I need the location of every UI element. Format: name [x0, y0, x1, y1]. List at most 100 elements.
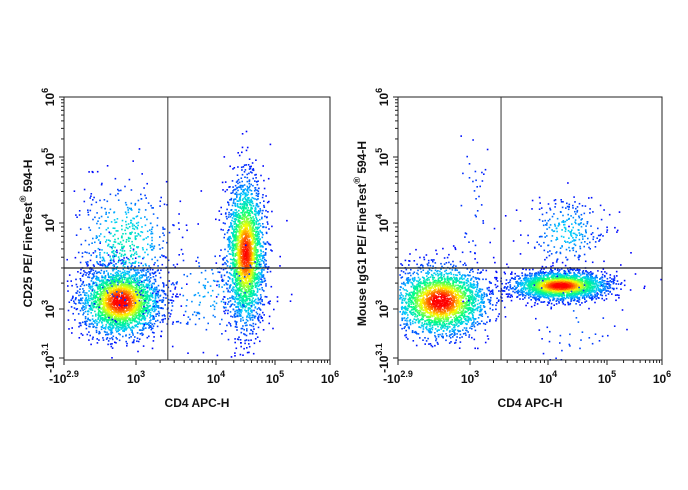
event-dot [127, 267, 130, 270]
event-dot [232, 190, 234, 192]
event-dot [114, 302, 116, 305]
event-dot [162, 240, 165, 242]
event-dot [229, 247, 231, 250]
event-dot [251, 171, 253, 174]
event-dot [91, 242, 93, 244]
event-dot [111, 347, 114, 349]
event-dot [246, 286, 248, 288]
event-dot [118, 258, 121, 260]
event-dot [261, 270, 263, 272]
event-dot [111, 279, 113, 281]
event-dot [247, 309, 250, 312]
event-dot [233, 314, 236, 316]
event-dot [138, 313, 140, 316]
event-dot [255, 159, 257, 161]
event-dot [129, 299, 131, 302]
event-dot [107, 314, 109, 317]
event-dot [248, 224, 251, 227]
event-dot [103, 293, 105, 296]
event-dot [237, 290, 240, 292]
event-dot [136, 235, 138, 237]
event-dot [147, 300, 150, 302]
event-dot [90, 302, 93, 305]
event-dot [245, 271, 247, 273]
event-dot [88, 273, 90, 276]
event-dot [141, 332, 143, 334]
event-dot [104, 318, 107, 321]
event-dot [121, 236, 123, 239]
event-dot [137, 292, 139, 294]
event-dot [116, 280, 118, 282]
event-dot [238, 257, 241, 259]
event-dot [98, 285, 100, 288]
event-dot [262, 233, 264, 236]
event-dot [109, 323, 111, 326]
event-dot [109, 286, 111, 288]
event-dot [146, 291, 148, 293]
event-dot [151, 331, 154, 334]
event-dot [126, 345, 128, 347]
event-dot [102, 292, 104, 295]
event-dot [135, 215, 138, 218]
event-dot [253, 234, 255, 236]
event-dot [126, 283, 128, 286]
event-dot [178, 213, 180, 215]
event-dot [107, 216, 109, 218]
event-dot [148, 308, 150, 311]
event-dot [256, 183, 259, 186]
event-dot [120, 255, 123, 257]
event-dot [175, 295, 177, 297]
event-dot [233, 272, 236, 275]
event-dot [240, 221, 243, 224]
event-dot [116, 266, 119, 268]
event-dot [130, 309, 133, 312]
event-dot [131, 243, 134, 246]
event-dot [154, 295, 157, 298]
event-dot [148, 281, 151, 284]
event-dot [256, 276, 259, 278]
event-dot [261, 300, 263, 303]
event-dot [132, 294, 135, 296]
event-dot [137, 272, 140, 274]
event-dot [109, 282, 112, 284]
event-dot [262, 209, 264, 212]
event-dot [123, 290, 125, 293]
event-dot [233, 198, 235, 201]
event-dot [133, 308, 135, 311]
event-dot [115, 254, 117, 256]
event-dot [151, 207, 153, 209]
event-dot [240, 226, 243, 228]
event-dot [124, 229, 126, 232]
event-dot [242, 319, 244, 322]
event-dot [234, 235, 236, 238]
event-dot [124, 324, 126, 326]
event-dot [140, 306, 143, 308]
event-dot [242, 259, 245, 261]
event-dot [100, 282, 103, 285]
event-dot [242, 198, 244, 200]
event-dot [132, 332, 134, 335]
event-dot [257, 299, 260, 301]
event-dot [265, 263, 267, 265]
event-dot [137, 303, 140, 306]
event-dot [246, 190, 249, 192]
event-dot [115, 289, 117, 292]
event-dot [102, 263, 104, 265]
event-dot [95, 255, 98, 257]
event-dot [231, 259, 234, 261]
event-dot [99, 315, 102, 318]
event-dot [138, 289, 140, 292]
event-dot [249, 213, 251, 215]
event-dot [159, 256, 162, 258]
event-dot [254, 215, 257, 217]
event-dot [117, 256, 120, 258]
event-dot [102, 318, 105, 321]
event-dot [155, 306, 157, 308]
event-dot [121, 272, 124, 274]
event-dot [259, 229, 261, 232]
event-dot [115, 221, 118, 223]
event-dot [111, 268, 114, 270]
event-dot [83, 200, 86, 203]
event-dot [221, 263, 224, 266]
event-dot [166, 204, 168, 206]
